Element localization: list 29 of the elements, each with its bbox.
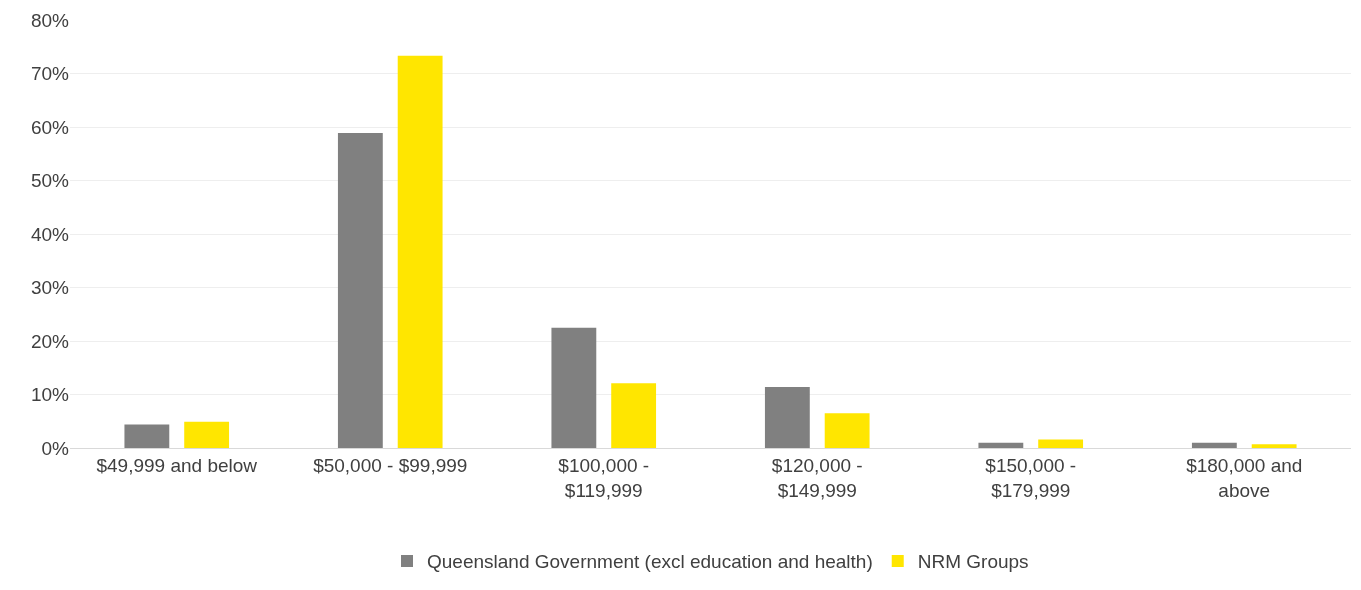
x-tick-label: $150,000 - $179,999 (985, 454, 1077, 501)
bar (611, 383, 657, 448)
x-tick-label: $49,999 and below (96, 454, 258, 476)
bar (337, 132, 383, 448)
bar (184, 421, 230, 448)
x-tick-label: $50,000 - $99,999 (313, 454, 468, 476)
x-tick-label: $180,000 and above (1186, 454, 1303, 501)
bar (978, 442, 1024, 448)
y-tick-label: 0% (41, 437, 70, 459)
y-tick-label: 80% (30, 9, 70, 31)
x-tick-label: $120,000 - $149,999 (771, 454, 863, 501)
bar (824, 413, 870, 448)
bar (1191, 442, 1237, 448)
bar (764, 387, 810, 448)
x-tick-label: $100,000 - $119,999 (558, 454, 650, 501)
bar (1038, 439, 1084, 448)
y-tick-label: 20% (30, 330, 70, 352)
y-tick-label: 70% (30, 63, 70, 85)
bar (124, 424, 170, 448)
bar (551, 327, 597, 448)
y-tick-label: 30% (30, 277, 70, 299)
y-tick-label: 60% (30, 116, 70, 138)
legend-label: NRM Groups (917, 551, 1029, 573)
y-tick-label: 40% (30, 223, 70, 245)
y-tick-label: 10% (30, 384, 70, 406)
legend-label: Queensland Government (excl education and health) (427, 551, 873, 573)
y-tick-label: 50% (30, 170, 70, 192)
bar (1251, 444, 1297, 448)
bar (397, 55, 443, 448)
